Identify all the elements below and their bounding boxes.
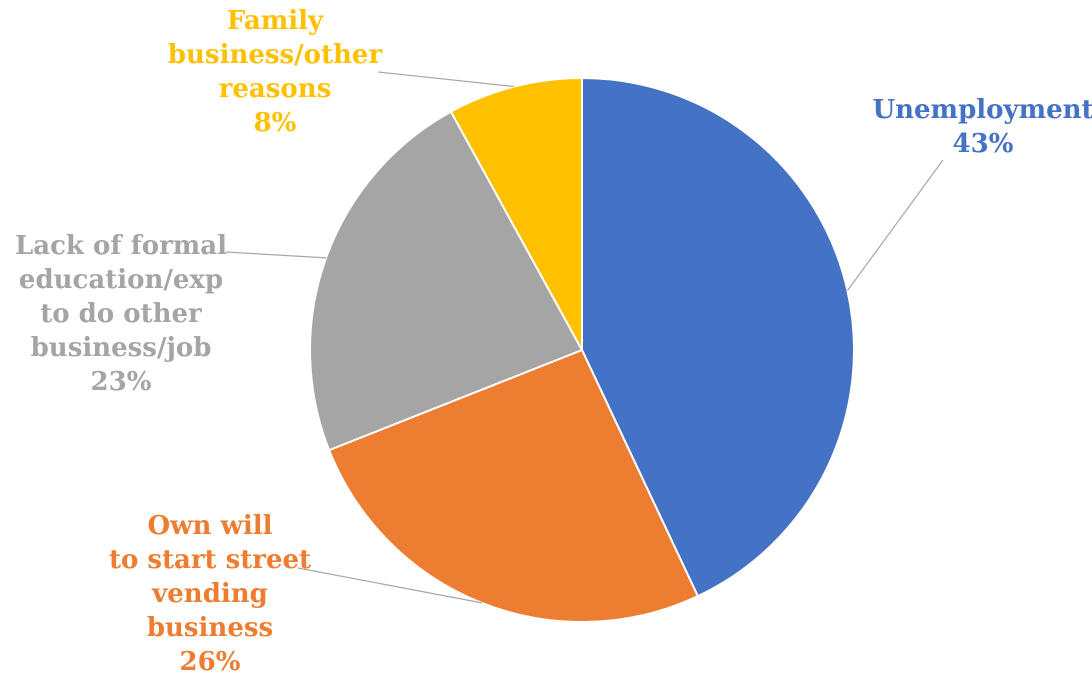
slice-label-line: business xyxy=(146,613,274,643)
slice-label-own-will: Own will to start street vending busines… xyxy=(100,509,320,679)
slice-label-family-business: Family business/other reasons 8% xyxy=(160,4,390,140)
slice-label-line: business/other xyxy=(167,40,383,70)
slice-percent: 23% xyxy=(90,367,152,397)
slice-label-line: Family xyxy=(226,6,324,36)
slice-percent: 26% xyxy=(179,647,241,677)
leader-line-unemployment xyxy=(846,159,944,292)
pie-slice-own-will xyxy=(327,348,700,623)
slice-label-line: Lack of formal xyxy=(14,231,228,261)
slice-label-unemployment: Unemployment 43% xyxy=(868,93,1092,161)
slice-label-lack-of-education: Lack of formal education/exp to do other… xyxy=(6,229,236,399)
leader-line-lack-of-education xyxy=(225,251,327,259)
pie-slice-family-business xyxy=(449,76,583,351)
slice-label-line: vending xyxy=(152,579,268,609)
leader-line-family-business xyxy=(377,71,515,88)
slice-label-line: reasons xyxy=(218,74,332,104)
leader-line-own-will xyxy=(297,567,482,604)
slice-label-line: to do other xyxy=(40,299,202,329)
slice-percent: 8% xyxy=(253,108,297,138)
pie-slice-lack-of-education xyxy=(309,110,584,452)
slice-label-line: business/job xyxy=(30,333,212,363)
slice-percent: 43% xyxy=(952,129,1014,159)
slice-label-line: Unemployment xyxy=(872,95,1092,125)
slice-label-line: to start street xyxy=(108,545,312,575)
slice-label-line: Own will xyxy=(147,511,273,541)
leader-lines xyxy=(225,71,944,604)
slice-label-line: education/exp xyxy=(18,265,224,295)
pie-slices xyxy=(309,76,855,623)
